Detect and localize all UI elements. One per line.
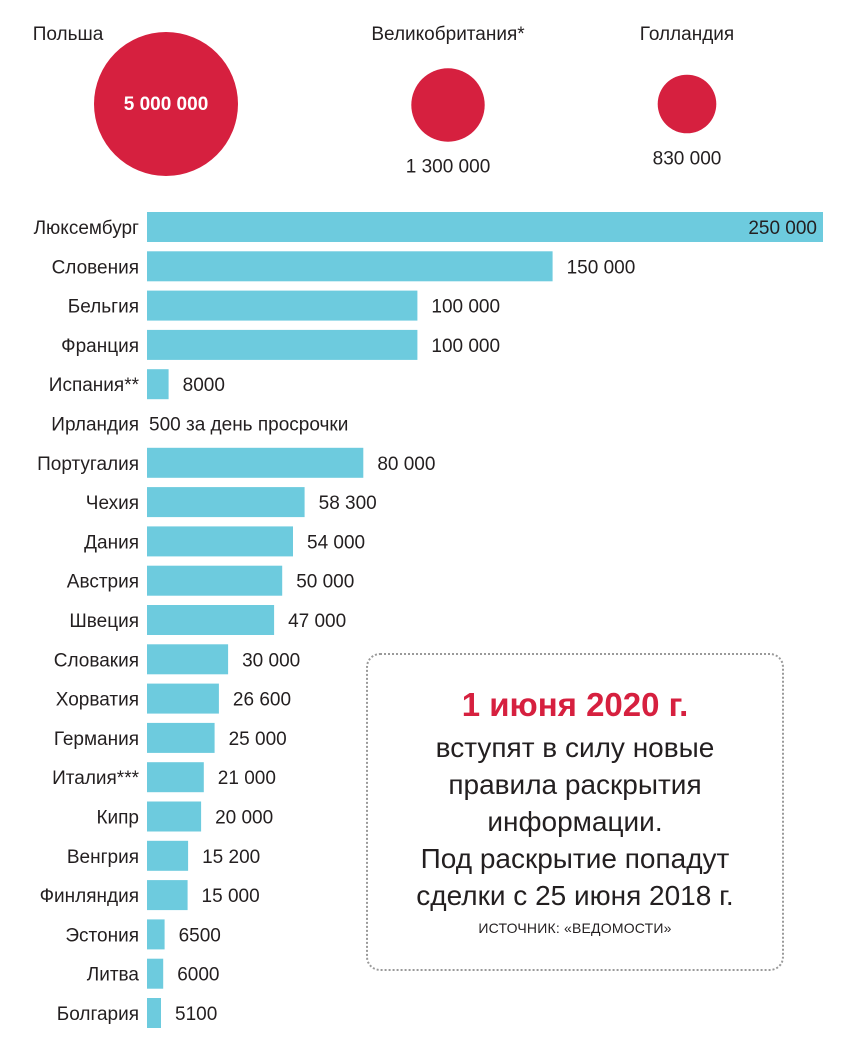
category-label: Словакия <box>54 650 139 671</box>
value-label: 8000 <box>183 375 225 396</box>
value-label: 26 600 <box>233 690 291 711</box>
category-label: Эстония <box>65 925 139 946</box>
category-label: Кипр <box>96 808 139 829</box>
bar <box>147 919 165 950</box>
category-label: Финляндия <box>40 886 139 907</box>
bubble-value: 1 300 000 <box>406 157 491 178</box>
value-label: 20 000 <box>215 808 273 829</box>
value-label: 150 000 <box>567 257 636 278</box>
value-label: 54 000 <box>307 532 365 553</box>
category-label: Дания <box>84 532 139 553</box>
category-label: Германия <box>54 729 139 750</box>
bar <box>147 605 275 635</box>
callout-line: информации. <box>487 806 663 837</box>
value-label: 500 за день просрочки <box>149 415 348 436</box>
value-label: 15 200 <box>202 847 260 868</box>
value-label: 80 000 <box>377 454 435 475</box>
bar <box>147 644 229 675</box>
bar <box>147 290 418 321</box>
value-label: 21 000 <box>218 768 276 789</box>
value-label: 47 000 <box>288 611 346 632</box>
value-label: 6000 <box>177 965 219 986</box>
bubble-circle <box>94 32 238 176</box>
callout-line: правила раскрытия <box>448 769 702 800</box>
value-label: 25 000 <box>229 729 287 750</box>
bubble-value: 830 000 <box>653 148 722 169</box>
callout-line: вступят в силу новые <box>435 732 715 763</box>
category-label: Швеция <box>69 611 139 632</box>
value-label: 250 000 <box>748 218 817 239</box>
bar <box>147 251 553 282</box>
bar <box>147 526 293 557</box>
value-label: 50 000 <box>296 572 354 593</box>
bar <box>147 447 364 478</box>
category-label: Испания** <box>49 375 140 396</box>
category-label: Венгрия <box>67 847 139 868</box>
bubble-name: Польша <box>33 24 104 45</box>
bubble-name: Голландия <box>640 24 734 45</box>
category-label: Словения <box>52 257 139 278</box>
value-label: 58 300 <box>319 493 377 514</box>
bar <box>147 958 164 989</box>
value-label: 30 000 <box>242 650 300 671</box>
value-label: 5100 <box>175 1004 217 1025</box>
bar <box>147 212 823 242</box>
callout-box: 1 июня 2020 г. вступят в силу новые прав… <box>366 653 784 971</box>
value-label: 100 000 <box>431 297 500 318</box>
callout-date: 1 июня 2020 г. <box>461 686 689 723</box>
callout-body: вступят в силу новые правила раскрытия и… <box>368 729 782 914</box>
category-label: Болгария <box>57 1004 139 1025</box>
category-label: Хорватия <box>56 690 139 711</box>
value-label: 100 000 <box>431 336 500 357</box>
callout-line: Под раскрытие попадут <box>420 843 730 874</box>
value-label: 15 000 <box>202 886 260 907</box>
bar <box>147 487 305 518</box>
bar <box>147 329 418 360</box>
bar <box>147 998 161 1028</box>
bar <box>147 801 202 832</box>
category-label: Португалия <box>37 454 139 475</box>
bar <box>147 762 204 793</box>
bar <box>147 880 188 911</box>
bubble-name: Великобритания* <box>371 24 525 45</box>
bar <box>147 565 283 596</box>
category-label: Литва <box>87 965 140 986</box>
bar <box>147 840 189 871</box>
source-note: ИСТОЧНИК: «ВЕДОМОСТИ» <box>478 920 672 936</box>
value-label: 6500 <box>179 925 221 946</box>
category-label: Франция <box>61 336 139 357</box>
bar <box>147 722 215 753</box>
bubble-circle <box>411 68 485 142</box>
bar <box>147 683 219 714</box>
bubble-value: 5 000 000 <box>124 94 209 115</box>
category-label: Австрия <box>67 572 139 593</box>
bubble-circle <box>657 74 717 134</box>
category-label: Италия*** <box>52 768 139 789</box>
category-label: Чехия <box>86 493 139 514</box>
category-label: Бельгия <box>68 297 139 318</box>
category-label: Ирландия <box>51 415 139 436</box>
category-label: Люксембург <box>34 218 139 239</box>
bar <box>147 369 169 400</box>
bubble-chart: Польша 5 000 000 Великобритания* 1 300 000 Г… <box>33 24 735 178</box>
callout-line: сделки с 25 июня 2018 г. <box>416 880 734 911</box>
